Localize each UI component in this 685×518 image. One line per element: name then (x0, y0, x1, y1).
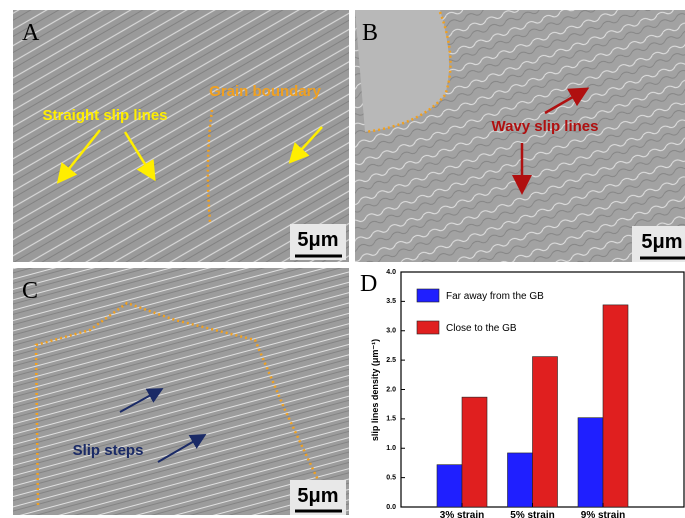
legend-label: Far away from the GB (446, 291, 544, 302)
legend-swatch (417, 289, 439, 302)
page: A Straight slip lines Grain boundary 5μm… (0, 0, 685, 518)
bar (437, 465, 462, 507)
panel-label: D (360, 271, 377, 297)
y-tick-label: 1.0 (386, 445, 396, 452)
annotation: Slip steps (73, 442, 144, 459)
scale-bar-label: 5μm (297, 229, 338, 251)
y-tick-label: 3.0 (386, 328, 396, 335)
y-tick-label: 0.5 (386, 474, 396, 481)
scale-bar-label: 5μm (297, 485, 338, 507)
annotation: Grain boundary (209, 83, 321, 100)
panel-label: C (22, 278, 38, 304)
micrograph (13, 268, 349, 515)
x-tick-label: 9% strain (581, 510, 625, 518)
bar (603, 305, 628, 507)
y-tick-label: 1.5 (386, 416, 396, 423)
y-tick-label: 3.5 (386, 298, 396, 305)
y-tick-label: 0.0 (386, 504, 396, 511)
bar (578, 418, 603, 507)
legend-label: Close to the GB (446, 323, 517, 334)
x-tick-label: 5% strain (510, 510, 554, 518)
panel-label: B (362, 20, 378, 46)
y-axis-label: slip lines density (μm⁻¹) (370, 339, 380, 441)
annotation: Straight slip lines (42, 107, 167, 124)
panel-label: A (22, 20, 40, 46)
y-tick-label: 2.5 (386, 357, 396, 364)
plot: 0.0 0.5 1.0 1.5 2.0 2.5 3.0 3.5 4.0 3% strain 5% s… (386, 269, 628, 518)
legend-swatch (417, 321, 439, 334)
x-tick-label: 3% strain (440, 510, 484, 518)
y-tick-label: 4.0 (386, 269, 396, 276)
y-tick-label: 2.0 (386, 386, 396, 393)
figure: A Straight slip lines Grain boundary 5μm… (0, 0, 685, 518)
scale-bar-label: 5μm (641, 231, 682, 253)
bar (533, 357, 558, 507)
bar (508, 453, 533, 507)
bar (462, 397, 487, 507)
annotation: Wavy slip lines (492, 118, 599, 135)
